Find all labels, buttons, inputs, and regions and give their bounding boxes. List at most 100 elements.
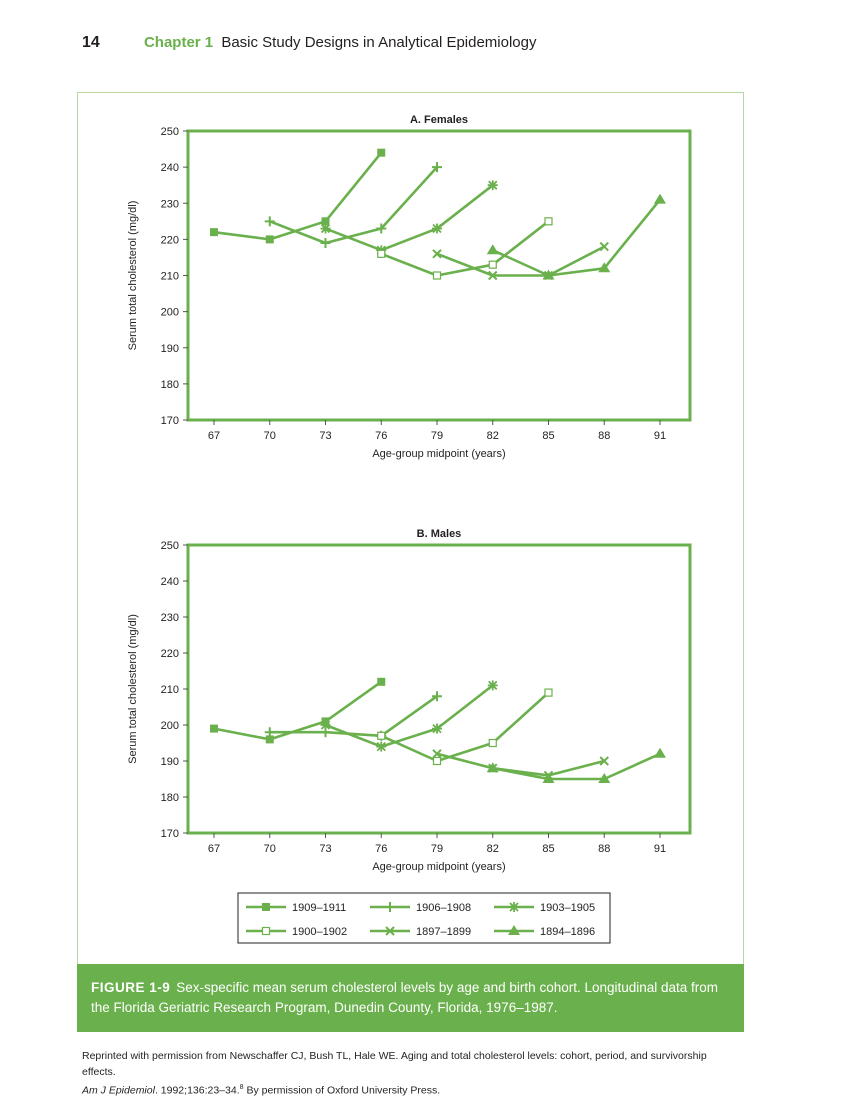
page-number: 14 bbox=[82, 34, 100, 51]
data-point bbox=[488, 260, 497, 269]
data-point bbox=[264, 727, 275, 738]
x-tick-label: 70 bbox=[264, 843, 276, 855]
data-point bbox=[320, 223, 331, 234]
series-1906–1908 bbox=[264, 162, 442, 248]
series-line bbox=[436, 752, 605, 777]
data-point bbox=[376, 223, 387, 234]
x-tick-label: 82 bbox=[487, 843, 499, 855]
data-point bbox=[321, 217, 330, 226]
x-axis-label: Age-group midpoint (years) bbox=[372, 861, 505, 873]
figure-label: FIGURE 1-9 bbox=[91, 980, 171, 995]
y-tick-label: 210 bbox=[161, 271, 179, 283]
data-point bbox=[432, 249, 442, 259]
figure-box: A. Females 170 180 190 200 210 220 230 240 250 67 7… bbox=[77, 92, 744, 1032]
x-tick-label: 85 bbox=[542, 430, 554, 442]
x-tick-label: 70 bbox=[264, 430, 276, 442]
data-point bbox=[265, 235, 274, 244]
data-point bbox=[320, 237, 331, 248]
data-point bbox=[377, 677, 386, 686]
series-1894–1896 bbox=[486, 747, 666, 783]
y-tick-label: 180 bbox=[161, 792, 179, 804]
plot-frame bbox=[186, 543, 692, 835]
data-point bbox=[432, 223, 442, 234]
credit-journal: Am J Epidemiol bbox=[82, 1084, 155, 1097]
figure-charts: A. Females 170 180 190 200 210 220 230 240 250 67 7… bbox=[127, 114, 692, 944]
data-point bbox=[654, 193, 666, 204]
series-1903–1905 bbox=[320, 180, 498, 256]
y-tick-label: 200 bbox=[161, 720, 179, 732]
caption-text: Sex-specific mean serum cholesterol leve… bbox=[91, 980, 719, 1015]
legend-label: 1894–1896 bbox=[540, 926, 595, 938]
legend-label: 1897–1899 bbox=[416, 926, 471, 938]
series-1894–1896 bbox=[486, 193, 666, 280]
credit-line-1: Reprinted with permission from Newschaff… bbox=[82, 1050, 707, 1078]
data-point bbox=[486, 244, 499, 255]
x-axis-label: Age-group midpoint (years) bbox=[372, 448, 505, 460]
series-line bbox=[325, 184, 494, 252]
data-point bbox=[377, 731, 386, 740]
legend-box bbox=[237, 892, 611, 944]
legend-item: 1900–1902 bbox=[246, 926, 347, 938]
y-tick-label: 220 bbox=[161, 234, 179, 246]
data-point bbox=[487, 680, 498, 691]
x-tick-label: 73 bbox=[319, 430, 331, 442]
data-point bbox=[210, 724, 218, 733]
x-tick-label: 76 bbox=[375, 843, 387, 855]
legend-item: 1903–1905 bbox=[494, 902, 595, 914]
data-point bbox=[487, 180, 498, 191]
legend-marker bbox=[509, 902, 519, 912]
series-line bbox=[269, 695, 438, 738]
series-1900–1902 bbox=[377, 217, 553, 280]
data-point bbox=[599, 241, 609, 252]
x-tick-label: 79 bbox=[431, 843, 443, 855]
figure-caption: FIGURE 1-9 Sex-specific mean serum choles… bbox=[77, 964, 744, 1032]
x-tick-label: 82 bbox=[487, 430, 499, 442]
data-point bbox=[432, 723, 442, 734]
x-tick-label: 91 bbox=[654, 843, 666, 855]
data-point bbox=[598, 773, 611, 783]
legend-item: 1909–1911 bbox=[246, 902, 346, 914]
data-point bbox=[542, 269, 555, 280]
credit-permission: By permission of Oxford University Press… bbox=[243, 1084, 441, 1097]
legend-marker bbox=[261, 926, 271, 936]
credit-citation: . 1992;136:23–34. bbox=[154, 1084, 240, 1097]
data-point bbox=[376, 741, 387, 752]
series-1909–1911 bbox=[210, 148, 386, 244]
data-point bbox=[488, 738, 497, 748]
y-tick-label: 170 bbox=[161, 828, 179, 840]
series-1900–1902 bbox=[377, 688, 553, 766]
x-tick-label: 67 bbox=[208, 843, 220, 855]
x-tick-label: 76 bbox=[375, 430, 387, 442]
data-point bbox=[320, 720, 331, 730]
legend-item: 1894–1896 bbox=[494, 925, 595, 938]
data-point bbox=[377, 249, 386, 258]
credit-reference: 8 bbox=[239, 1084, 244, 1091]
running-head: 14 Chapter 1 Basic Study Designs in Anal… bbox=[82, 34, 537, 52]
series-line bbox=[380, 220, 550, 277]
x-tick-label: 88 bbox=[598, 430, 610, 442]
y-axis-label: Serum total cholesterol (mg/dl) bbox=[127, 201, 139, 351]
y-tick-label: 240 bbox=[161, 162, 179, 174]
chart-title: B. Males bbox=[417, 528, 462, 540]
legend-marker bbox=[508, 925, 520, 935]
legend-label: 1909–1911 bbox=[292, 902, 346, 914]
series-line bbox=[380, 691, 550, 763]
y-tick-label: 200 bbox=[161, 307, 179, 319]
y-tick-label: 250 bbox=[161, 540, 179, 552]
series-line bbox=[436, 245, 605, 277]
x-tick-label: 85 bbox=[542, 843, 554, 855]
x-tick-label: 67 bbox=[208, 430, 220, 442]
x-tick-label: 91 bbox=[654, 430, 666, 442]
legend-item: 1897–1899 bbox=[370, 926, 471, 938]
y-tick-label: 190 bbox=[161, 756, 179, 768]
data-point bbox=[432, 756, 442, 766]
series-1906–1908 bbox=[264, 691, 442, 741]
series-line bbox=[492, 198, 662, 277]
series-1903–1905 bbox=[320, 680, 498, 752]
series-line bbox=[492, 752, 661, 781]
data-point bbox=[264, 216, 275, 227]
series-line bbox=[213, 680, 383, 741]
legend-marker bbox=[385, 902, 395, 912]
data-point bbox=[432, 162, 442, 173]
data-point bbox=[544, 688, 553, 697]
